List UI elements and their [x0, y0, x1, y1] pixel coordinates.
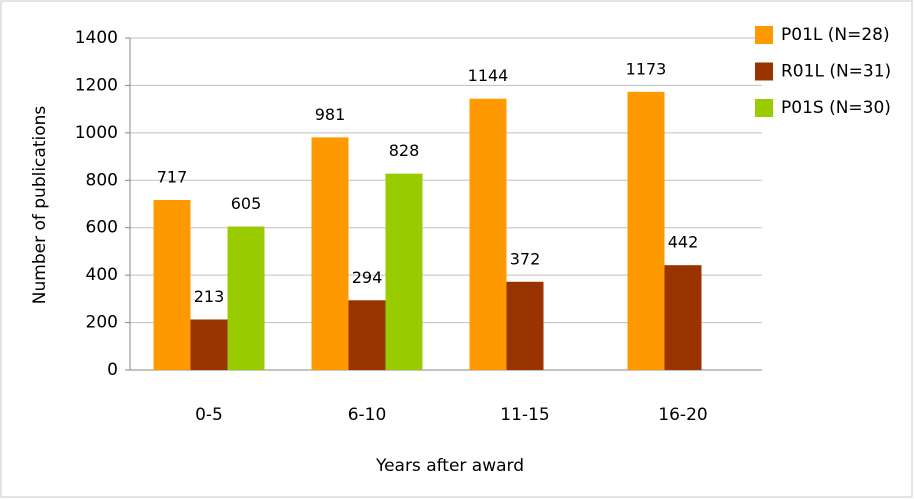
- bar: [190, 319, 228, 370]
- y-tick-label: 1200: [75, 75, 118, 95]
- x-axis-title: Years after award: [375, 456, 524, 476]
- bar: [506, 281, 544, 370]
- x-tick-label: 11-15: [500, 405, 549, 425]
- y-tick-label: 200: [86, 313, 118, 333]
- legend-label: R01L (N=31): [781, 62, 891, 82]
- legend-swatch: [755, 99, 773, 117]
- y-tick-label: 400: [86, 265, 118, 285]
- data-label: 213: [194, 287, 225, 306]
- data-label: 294: [352, 268, 383, 287]
- bar: [227, 226, 265, 370]
- legend-swatch: [755, 26, 773, 44]
- bar: [664, 265, 702, 370]
- data-label: 605: [231, 194, 262, 213]
- x-tick-label: 6-10: [348, 405, 387, 425]
- y-tick-label: 0: [107, 360, 118, 380]
- legend-label: P01S (N=30): [781, 98, 891, 118]
- bar: [311, 137, 349, 370]
- bar: [153, 199, 191, 370]
- data-label: 981: [315, 105, 346, 124]
- bar: [348, 300, 386, 370]
- y-tick-label: 1000: [75, 123, 118, 143]
- y-tick-label: 800: [86, 170, 118, 190]
- data-label: 828: [389, 141, 420, 160]
- legend-swatch: [755, 62, 773, 81]
- data-label: 1173: [626, 59, 667, 78]
- bar: [385, 173, 423, 370]
- x-tick-label: 16-20: [658, 405, 707, 425]
- y-tick-label: 1400: [75, 28, 118, 48]
- x-tick-label: 0-5: [195, 405, 223, 425]
- bar: [469, 98, 507, 371]
- y-axis-title: Number of publications: [30, 106, 50, 305]
- data-label: 1144: [468, 66, 509, 85]
- data-label: 372: [510, 249, 541, 268]
- data-label: 442: [668, 233, 699, 252]
- bar: [627, 91, 665, 371]
- y-tick-label: 600: [86, 218, 118, 238]
- data-label: 717: [157, 167, 188, 186]
- legend-label: P01L (N=28): [781, 25, 890, 45]
